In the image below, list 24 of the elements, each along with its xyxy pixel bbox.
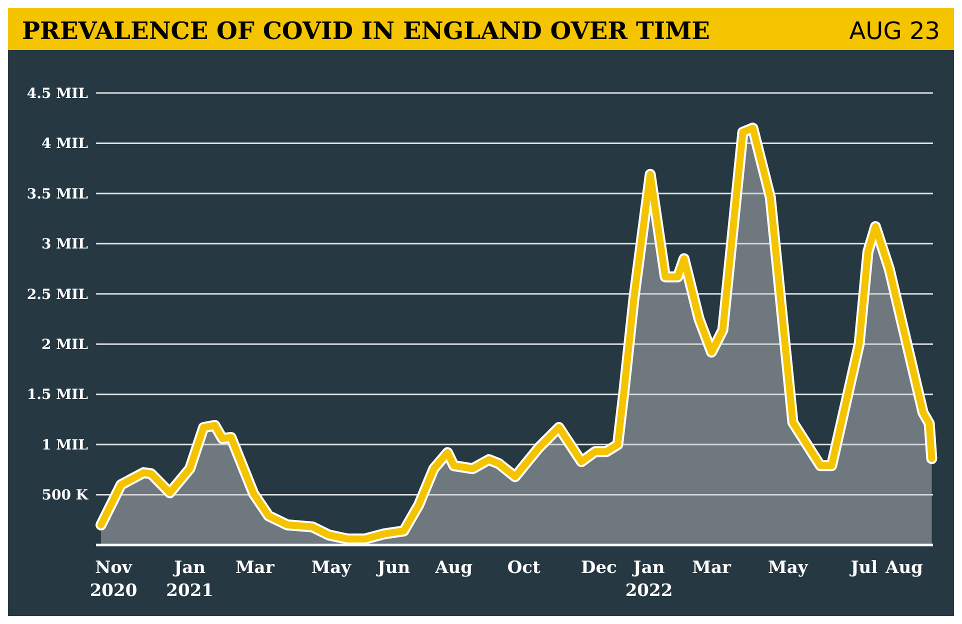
y-tick-label: 1 MIL [41,437,88,454]
x-tick-label: Jun [375,558,410,578]
y-tick-label: 500 K [42,488,89,504]
y-tick-label: 3.5 MIL [26,186,88,202]
y-tick-label: 1.5 MIL [26,387,88,404]
chart-subtitle: AUG 23 [849,17,940,45]
x-tick-label: Aug [884,558,924,578]
x-tick-label: Mar [692,558,732,578]
x-tick-label: Dec [580,558,617,578]
x-tick-label: Jan 2022 [625,558,673,601]
y-tick-label: 2 MIL [41,337,88,354]
x-tick-label: Mar [235,558,276,578]
x-tick-label: Jan 2021 [166,558,214,601]
x-tick-label: Jul [848,558,878,578]
x-tick-label: Nov 2020 [90,558,138,601]
y-tick-label: 4 MIL [41,136,88,152]
x-tick-label: May [768,558,809,578]
y-tick-label: 2.5 MIL [26,286,88,303]
y-tick-label: 3 MIL [41,236,88,253]
y-tick-label: 4.5 MIL [26,86,88,102]
x-tick-label: May [311,558,352,578]
chart-title: PREVALENCE OF COVID IN ENGLAND OVER TIME [22,16,710,45]
x-tick-label: Oct [507,558,541,578]
x-tick-label: Aug [434,558,473,578]
